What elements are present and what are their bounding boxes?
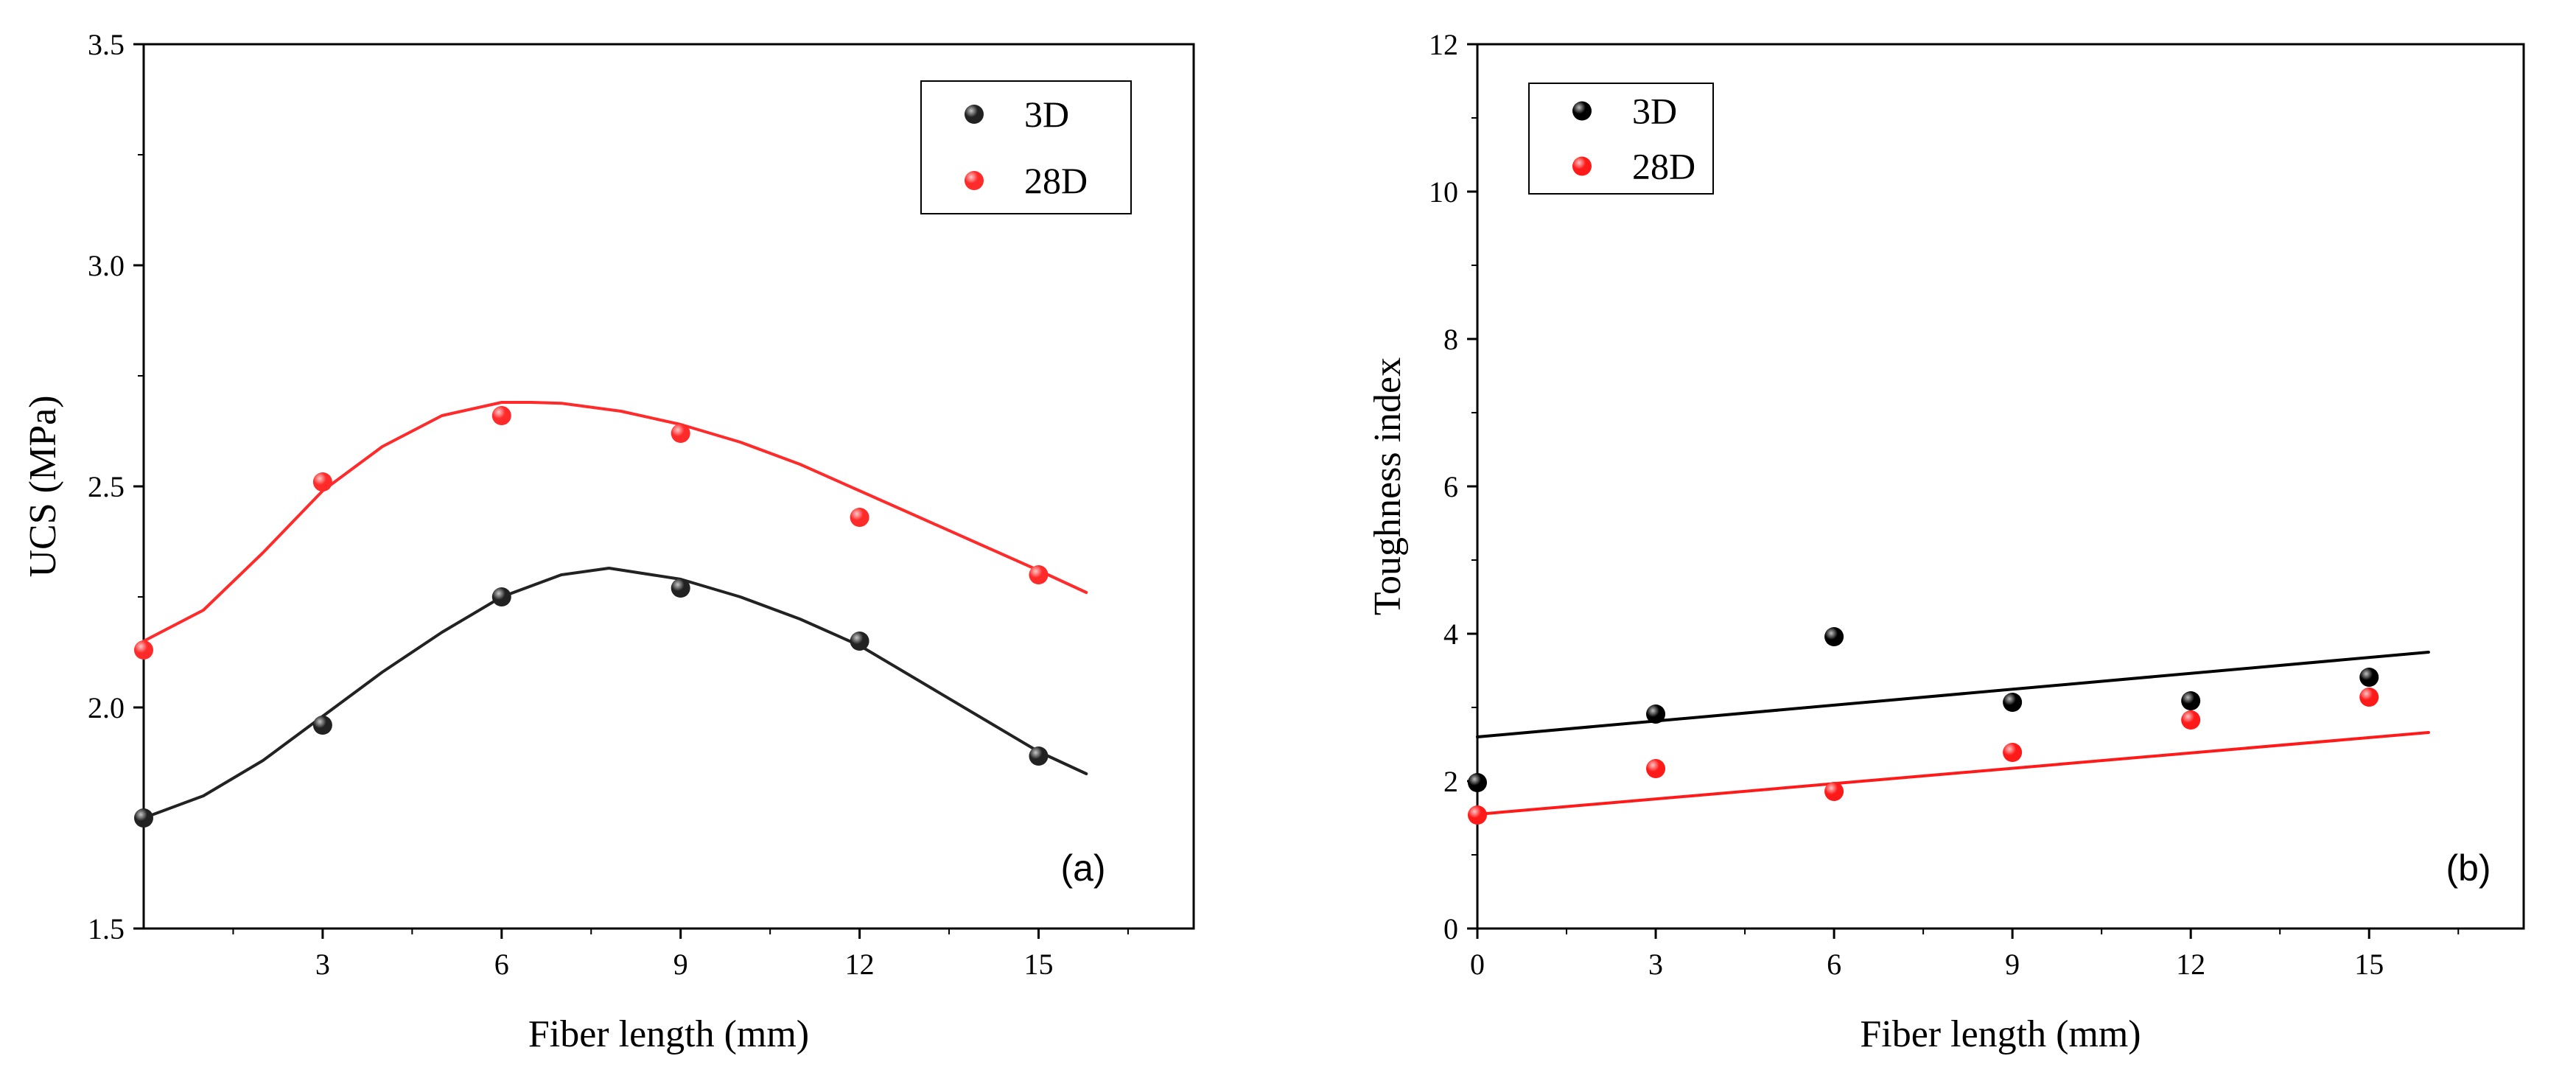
fit-line-3d [142, 567, 1088, 819]
y-tick-label: 6 [1443, 470, 1458, 503]
x-tick-label: 0 [1470, 948, 1485, 981]
y-tick-label: 3.5 [88, 28, 125, 61]
legend-label-28d: 28D [1632, 146, 1695, 187]
data-point-3d [1029, 746, 1049, 766]
data-point-3d [1468, 773, 1487, 792]
y-tick-label: 0 [1443, 912, 1458, 945]
x-axis-title: Fiber length (mm) [1860, 1013, 2141, 1055]
data-point-3d [312, 716, 332, 735]
x-tick-label: 3 [315, 948, 330, 981]
legend-marker-28d [1572, 156, 1592, 176]
x-axis-title: Fiber length (mm) [528, 1013, 809, 1055]
legend-label-3d: 3D [1024, 94, 1069, 135]
panel-a: 3 6 9 12 15 1.5 2.0 2.5 3.0 3.5 Fiber length (mm) U… [22, 28, 1195, 1055]
data-point-3d [671, 578, 690, 598]
data-point-3d [2003, 693, 2023, 712]
data-point-28d [134, 640, 153, 660]
x-tick-label: 12 [845, 948, 875, 981]
legend-label-3d: 3D [1632, 91, 1677, 132]
data-point-3d [850, 632, 869, 651]
x-tick-label: 15 [2354, 948, 2384, 981]
y-tick-label: 12 [1429, 28, 1458, 61]
data-point-3d [134, 808, 153, 828]
x-tick-label: 15 [1023, 948, 1053, 981]
data-point-28d [2003, 743, 2023, 762]
y-tick-label: 10 [1429, 175, 1458, 209]
data-point-28d [1646, 759, 1666, 778]
data-point-3d [1824, 627, 1844, 646]
x-tick-label: 6 [1827, 948, 1841, 981]
y-axis-title: UCS (MPa) [22, 395, 64, 577]
data-point-28d [2181, 710, 2201, 730]
legend-box [920, 80, 1132, 214]
panel-letter: (a) [1060, 847, 1105, 889]
data-point-3d [2359, 668, 2379, 687]
data-point-3d [491, 587, 511, 606]
legend-box [1528, 83, 1714, 195]
legend-marker-3d [965, 105, 984, 124]
y-tick-label: 3.0 [88, 249, 125, 282]
fit-line-28d [142, 401, 1088, 643]
data-point-28d [491, 406, 511, 425]
x-tick-label: 6 [494, 948, 509, 981]
data-point-28d [850, 508, 869, 527]
x-tick-label: 12 [2176, 948, 2205, 981]
data-point-3d [1646, 704, 1666, 724]
legend-marker-28d [965, 171, 984, 190]
x-tick-label: 9 [2005, 948, 2020, 981]
fit-line-3d [1476, 651, 2430, 738]
panel-letter: (b) [2446, 847, 2491, 889]
fit-line-28d [1476, 731, 2430, 816]
y-tick-label: 2.5 [88, 470, 125, 503]
y-tick-label: 2 [1443, 765, 1458, 798]
data-point-28d [2359, 688, 2379, 707]
y-tick-label: 8 [1443, 323, 1458, 356]
data-point-3d [2181, 691, 2201, 710]
y-axis-title: Toughness index [1367, 357, 1409, 615]
data-point-28d [671, 424, 690, 443]
panel-b: 0 3 6 9 12 15 0 2 4 6 8 10 12 Fiber length (mm) Toughn… [1367, 28, 2525, 1055]
y-tick-label: 4 [1443, 618, 1458, 651]
data-point-28d [1029, 565, 1049, 584]
y-tick-label: 2.0 [88, 691, 125, 724]
data-point-28d [1468, 805, 1487, 825]
x-tick-label: 9 [673, 948, 688, 981]
y-tick-label: 1.5 [88, 912, 125, 945]
x-tick-label: 3 [1648, 948, 1663, 981]
legend-marker-3d [1572, 101, 1592, 121]
legend-label-28d: 28D [1024, 160, 1088, 201]
data-point-28d [1824, 782, 1844, 801]
data-point-28d [312, 472, 332, 492]
